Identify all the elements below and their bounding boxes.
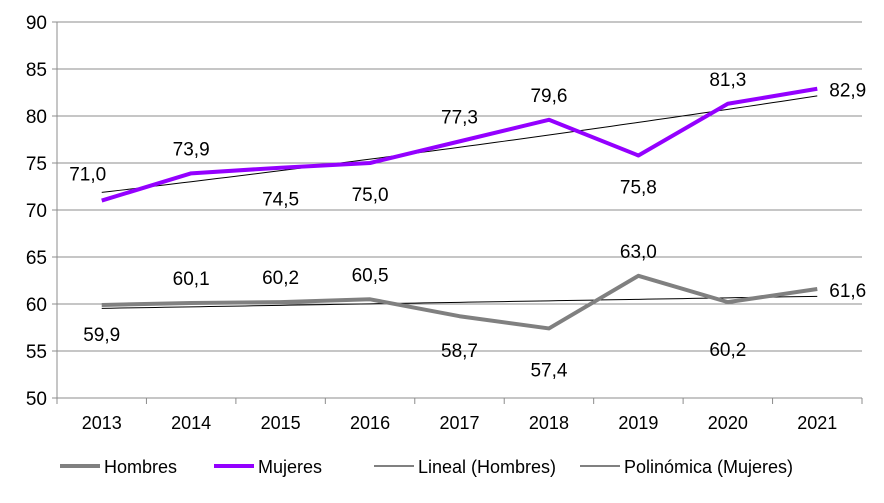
legend-lineal-hombres-label: Lineal (Hombres)	[418, 457, 556, 477]
data-label: 60,1	[173, 269, 210, 290]
y-tick-label: 85	[26, 60, 47, 81]
trendline-hombres	[101, 295, 818, 309]
data-label: 71,0	[69, 165, 106, 186]
legend-hombres-label: Hombres	[104, 457, 177, 477]
y-tick-label: 55	[26, 342, 47, 363]
series-line-mujeres	[101, 86, 818, 203]
data-label: 81,3	[709, 70, 746, 91]
legend: Hombres Mujeres Lineal (Hombres) Polinómica…	[60, 457, 793, 477]
y-tick-label: 60	[26, 295, 47, 316]
y-tick-label: 75	[26, 154, 47, 175]
data-label: 75,0	[352, 185, 389, 206]
x-tick-label: 2013	[82, 413, 122, 433]
y-tick-label: 65	[26, 248, 47, 269]
y-tick-label: 70	[26, 201, 47, 222]
x-tick-label: 2014	[171, 413, 211, 433]
data-label: 82,9	[829, 81, 866, 102]
data-label: 60,5	[352, 265, 389, 286]
legend-polinomica-mujeres-label: Polinómica (Mujeres)	[624, 457, 793, 477]
x-tick-label: 2017	[439, 413, 479, 433]
data-label: 77,3	[441, 107, 478, 128]
trendlines	[101, 95, 818, 309]
trendline-mujeres	[101, 95, 818, 193]
tick-labels: 50 55 60 65 70 75 80 85 90 2013 2014 2015 2016 2017 20…	[26, 13, 837, 433]
axes	[52, 21, 863, 404]
series-lines	[101, 86, 818, 331]
series-line-hombres	[101, 273, 818, 331]
y-tick-label: 80	[26, 107, 47, 128]
x-tick-label: 2015	[261, 413, 301, 433]
data-label: 60,2	[709, 340, 746, 361]
data-label: 73,9	[173, 139, 210, 160]
data-labels: 59,9 60,1 60,2 60,5 58,7 57,4 63,0 60,2 61,6 71,0…	[69, 70, 866, 382]
data-label: 74,5	[262, 190, 299, 211]
data-label: 59,9	[83, 325, 120, 346]
x-tick-label: 2018	[529, 413, 569, 433]
x-tick-label: 2020	[708, 413, 748, 433]
data-label: 57,4	[530, 360, 567, 381]
data-label: 61,6	[829, 281, 866, 302]
x-tick-label: 2021	[797, 413, 837, 433]
data-label: 58,7	[441, 341, 478, 362]
data-label: 63,0	[620, 242, 657, 263]
data-label: 60,2	[262, 268, 299, 289]
y-tick-label: 50	[26, 389, 47, 410]
data-label: 79,6	[530, 86, 567, 107]
x-tick-label: 2016	[350, 413, 390, 433]
legend-mujeres-label: Mujeres	[258, 457, 322, 477]
x-tick-label: 2019	[618, 413, 658, 433]
y-tick-label: 90	[26, 13, 47, 34]
data-label: 75,8	[620, 177, 657, 198]
